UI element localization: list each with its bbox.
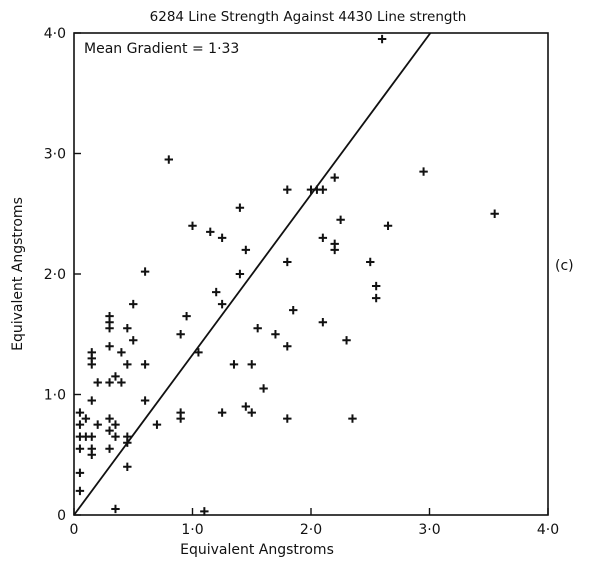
- data-point: [342, 336, 351, 345]
- data-point: [75, 408, 85, 417]
- y-tick-label: 0: [57, 508, 66, 524]
- data-point: [253, 324, 262, 333]
- data-point: [129, 336, 138, 345]
- y-tick-label: 3·0: [44, 147, 66, 163]
- y-tick-label: 4·0: [44, 26, 66, 42]
- data-point: [105, 414, 114, 423]
- data-point: [75, 468, 85, 478]
- data-point: [419, 167, 428, 176]
- data-point: [87, 348, 96, 357]
- x-tick-label: 4·0: [537, 522, 559, 538]
- data-point: [105, 311, 114, 321]
- data-point: [330, 239, 339, 249]
- data-point: [490, 209, 499, 218]
- data-point: [93, 420, 102, 429]
- x-tick-label: 0: [70, 522, 79, 538]
- data-point: [217, 408, 227, 417]
- data-point: [348, 414, 357, 423]
- data-point: [217, 233, 227, 243]
- data-point: [105, 342, 114, 351]
- data-point: [75, 420, 85, 429]
- data-point: [212, 287, 221, 297]
- data-point: [117, 378, 126, 387]
- data-point: [105, 378, 114, 387]
- data-point: [87, 432, 96, 441]
- data-point: [93, 378, 102, 387]
- data-point: [123, 360, 132, 369]
- mean-gradient-annotation: Mean Gradient = 1·33: [84, 41, 239, 57]
- data-point: [188, 221, 197, 230]
- data-point: [105, 444, 114, 453]
- data-point: [129, 299, 138, 309]
- data-point: [217, 299, 227, 309]
- data-point: [383, 221, 393, 230]
- data-point: [176, 330, 185, 339]
- mean-gradient-line: [73, 32, 432, 516]
- data-point: [241, 402, 251, 411]
- data-point: [87, 396, 96, 405]
- data-point: [336, 215, 345, 224]
- data-point: [283, 185, 292, 194]
- chart-title: 6284 Line Strength Against 4430 Line str…: [150, 9, 467, 25]
- data-point: [152, 420, 162, 429]
- data-point: [200, 507, 209, 516]
- data-point: [111, 372, 120, 381]
- data-point: [247, 360, 256, 369]
- data-point: [247, 408, 256, 417]
- data-point: [259, 384, 268, 393]
- y-tick-label: 2·0: [44, 267, 66, 283]
- data-point: [111, 504, 120, 514]
- data-point: [87, 444, 96, 453]
- data-point: [206, 227, 215, 237]
- data-point: [235, 203, 245, 212]
- data-point: [176, 408, 185, 417]
- data-point: [140, 267, 150, 276]
- data-point: [366, 257, 375, 267]
- data-point: [75, 486, 85, 496]
- x-tick-label: 1·0: [181, 522, 203, 538]
- data-point: [123, 462, 132, 471]
- points-layer: [75, 34, 499, 516]
- data-point: [111, 420, 120, 429]
- data-point: [111, 432, 120, 441]
- y-tick-label: 1·0: [44, 388, 66, 404]
- data-point: [75, 444, 85, 453]
- data-point: [123, 432, 132, 441]
- data-point: [318, 185, 328, 194]
- data-point: [330, 173, 339, 182]
- data-point: [140, 360, 150, 369]
- data-point: [235, 269, 245, 279]
- y-axis-title: Equivalent Angstroms: [10, 197, 26, 351]
- x-tick-label: 2·0: [300, 522, 322, 538]
- data-point: [81, 414, 91, 423]
- ticks-layer: 0 1·0 2·0 3·0 4·0 0 1·0 2·0 3·0 4·0: [44, 26, 559, 538]
- x-tick-label: 3·0: [418, 522, 440, 538]
- data-point: [105, 426, 114, 435]
- data-point: [371, 293, 381, 303]
- data-point: [377, 34, 387, 44]
- data-point: [164, 155, 173, 164]
- data-point: [241, 245, 251, 255]
- data-point: [194, 348, 203, 357]
- data-point: [283, 342, 292, 351]
- x-axis-title: Equivalent Angstroms: [180, 542, 334, 558]
- data-point: [271, 330, 280, 339]
- data-point: [283, 414, 292, 423]
- data-point: [289, 305, 298, 315]
- data-point: [371, 281, 381, 291]
- data-point: [318, 233, 328, 243]
- data-point: [283, 257, 292, 267]
- data-point: [182, 311, 191, 321]
- data-point: [229, 360, 239, 369]
- data-point: [117, 348, 126, 357]
- data-point: [123, 324, 132, 333]
- data-point: [140, 396, 150, 405]
- fit-layer: [73, 32, 432, 516]
- panel-label: (c): [555, 258, 574, 274]
- data-point: [318, 318, 328, 327]
